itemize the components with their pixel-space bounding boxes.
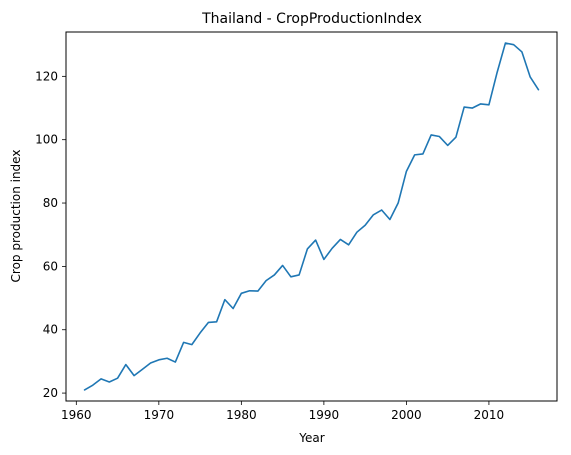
x-tick-label: 2010 [474, 408, 505, 422]
y-tick-label: 60 [43, 259, 58, 273]
x-tick-label: 1970 [144, 408, 175, 422]
series-line-crop-production-index [83, 42, 540, 391]
y-tick-label: 100 [35, 133, 58, 147]
plot-area: 1960 1970 1980 1990 2000 2010 20 40 60 80 100 120 [35, 31, 558, 422]
y-tick-label: 20 [43, 386, 58, 400]
chart-title: Thailand - CropProductionIndex [201, 11, 422, 27]
x-tick-label: 1990 [309, 408, 340, 422]
y-axis-ticks: 20 40 60 80 100 120 [35, 69, 66, 400]
y-axis-label: Crop production index [9, 150, 23, 283]
y-tick-label: 80 [43, 196, 58, 210]
x-axis-label: Year [298, 431, 324, 445]
y-tick-label: 120 [35, 69, 58, 83]
x-axis-ticks: 1960 1970 1980 1990 2000 2010 [61, 401, 504, 422]
x-tick-label: 1980 [226, 408, 257, 422]
y-tick-label: 40 [43, 323, 58, 337]
x-tick-label: 2000 [391, 408, 422, 422]
x-tick-label: 1960 [61, 408, 92, 422]
plot-frame [65, 31, 558, 402]
